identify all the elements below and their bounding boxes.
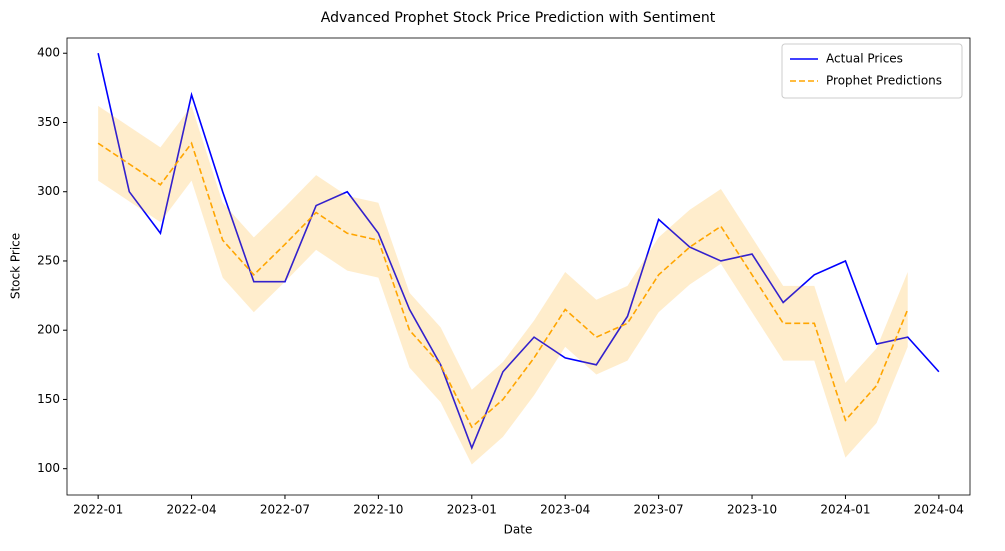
x-tick-label: 2023-10 bbox=[727, 503, 777, 517]
confidence-band bbox=[98, 105, 908, 465]
series-line bbox=[97, 141, 909, 429]
x-tick-label: 2022-04 bbox=[166, 503, 216, 517]
x-tick-label: 2022-01 bbox=[73, 503, 123, 517]
x-tick-label: 2022-07 bbox=[260, 503, 310, 517]
series-line bbox=[97, 53, 940, 451]
y-tick-label: 150 bbox=[37, 392, 60, 406]
y-tick-label: 250 bbox=[37, 253, 60, 267]
legend-label: Actual Prices bbox=[826, 52, 903, 66]
legend-label: Prophet Predictions bbox=[826, 74, 942, 88]
y-tick-label: 100 bbox=[37, 461, 60, 475]
y-tick-label: 400 bbox=[37, 46, 60, 60]
x-tick-label: 2024-04 bbox=[914, 503, 964, 517]
y-tick-label: 200 bbox=[37, 323, 60, 337]
y-tick-label: 300 bbox=[37, 184, 60, 198]
legend-box bbox=[781, 43, 963, 99]
x-tick-label: 2023-01 bbox=[447, 503, 497, 517]
x-tick-label: 2024-01 bbox=[820, 503, 870, 517]
x-axis-label: Date bbox=[504, 523, 533, 537]
x-tick-label: 2022-10 bbox=[353, 503, 403, 517]
y-axis-label: Stock Price bbox=[9, 233, 23, 299]
y-tick-label: 350 bbox=[37, 115, 60, 129]
x-tick-label: 2023-07 bbox=[634, 503, 684, 517]
plot-frame bbox=[66, 37, 971, 496]
x-tick-label: 2023-04 bbox=[540, 503, 590, 517]
chart-title: Advanced Prophet Stock Price Prediction … bbox=[321, 10, 716, 26]
